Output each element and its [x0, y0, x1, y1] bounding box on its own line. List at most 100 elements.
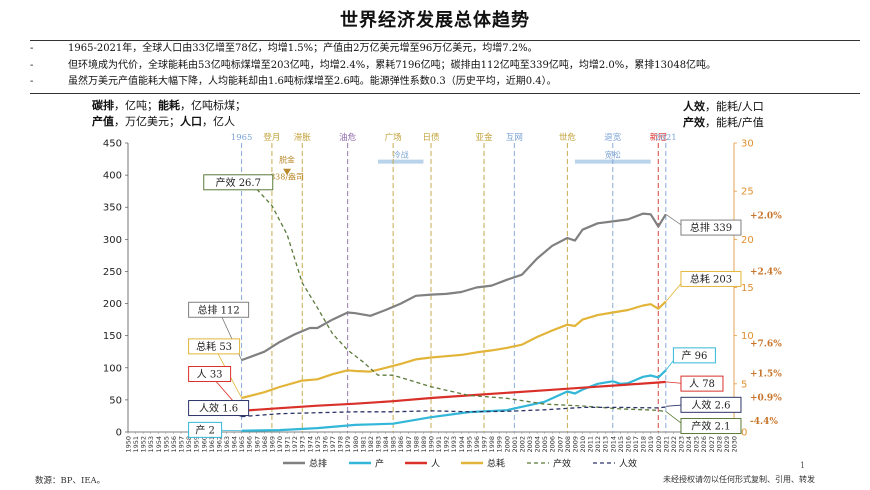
- legend-label: 人: [431, 459, 440, 470]
- year-tick-label: 1990: [428, 436, 436, 453]
- event-label: 1965: [231, 133, 253, 143]
- left-tick-label: 150: [103, 331, 122, 342]
- year-tick-label: 1972: [291, 436, 299, 453]
- right-tick-label: 30: [741, 139, 754, 150]
- year-tick-label: 2013: [602, 436, 610, 453]
- year-tick-label: 1962: [215, 436, 223, 453]
- event-label: 互网: [506, 133, 523, 143]
- callout-box: [203, 174, 274, 191]
- growth-rate-label: +0.9%: [750, 393, 782, 403]
- year-tick-label: 2017: [632, 436, 640, 453]
- bullet-2: - 但环境成为代价，全球能耗由53亿吨标煤增至203亿吨，均增2.4%，累耗719…: [30, 58, 860, 75]
- legend-label: 总排: [309, 458, 327, 470]
- year-tick-label: 1950: [125, 436, 133, 453]
- year-tick-label: 2005: [541, 436, 549, 453]
- year-tick-label: 1995: [465, 436, 473, 453]
- callout-box: [188, 365, 232, 382]
- callout-label: 产 96: [681, 349, 707, 362]
- right-axis-units-line2: 产效，能耗/产值: [683, 116, 764, 129]
- growth-rate-label: +2.0%: [750, 212, 782, 222]
- year-tick-label: 1978: [337, 436, 345, 453]
- year-tick-label: 2030: [731, 436, 739, 453]
- legend-label: 总耗: [487, 458, 505, 470]
- event-label: 日债: [422, 132, 440, 143]
- year-tick-label: 1975: [314, 436, 322, 453]
- callout-label: 人效 2.6: [691, 398, 730, 411]
- growth-rate-label: -4.4%: [750, 417, 778, 427]
- year-tick-label: 1970: [276, 436, 284, 453]
- callout-label: 人 33: [197, 368, 223, 380]
- growth-rate-label: +7.6%: [750, 339, 782, 349]
- legend-label: 人效: [619, 458, 637, 470]
- callout-label: 总耗 53: [196, 340, 232, 353]
- page-number: 1: [800, 461, 806, 470]
- year-tick-label: 2023: [677, 436, 685, 453]
- year-tick-label: 2000: [503, 436, 511, 453]
- year-tick-label: 2011: [587, 436, 595, 453]
- year-tick-label: 1991: [435, 436, 443, 453]
- year-tick-label: 1989: [420, 436, 428, 453]
- year-tick-label: 1958: [185, 436, 193, 453]
- year-tick-label: 2004: [534, 436, 542, 453]
- callout-box: [680, 418, 742, 435]
- bullet-marker: -: [30, 59, 34, 71]
- event-label: 退宽: [604, 132, 622, 143]
- right-tick-label: 10: [741, 331, 754, 342]
- year-tick-label: 2026: [700, 436, 708, 453]
- year-tick-label: 1965: [238, 436, 246, 453]
- callout-label: 人 78: [689, 378, 715, 390]
- year-tick-label: 2003: [526, 436, 534, 453]
- callout-box: [680, 270, 742, 287]
- year-tick-label: 1967: [253, 436, 261, 453]
- year-tick-label: 1976: [321, 436, 329, 453]
- series-line-人: [241, 380, 666, 412]
- bullet-3: - 虽然万美元产值能耗大幅下降，人均能耗却由1.6吨标煤增至2.6吨。能源弹性系数…: [30, 74, 860, 91]
- year-tick-label: 1951: [132, 436, 140, 453]
- left-tick-label: 300: [103, 235, 122, 246]
- year-tick-label: 1984: [382, 436, 390, 453]
- year-tick-label: 1992: [443, 436, 451, 453]
- callout-box: [680, 219, 742, 236]
- year-tick-label: 2002: [518, 436, 526, 453]
- callout-box: [188, 421, 223, 438]
- year-tick-label: 1960: [200, 436, 208, 453]
- period-band: [377, 159, 424, 164]
- year-tick-label: 1986: [397, 436, 405, 453]
- callout-box: [188, 301, 250, 318]
- year-tick-label: 1999: [496, 436, 504, 453]
- callout-box: [680, 375, 724, 392]
- bullet-marker: -: [30, 43, 34, 54]
- right-tick-label: 25: [741, 187, 754, 198]
- left-tick-label: 450: [103, 139, 122, 150]
- series-line-总排: [241, 212, 667, 362]
- left-tick-label: 100: [103, 363, 122, 374]
- callout-box: [680, 396, 742, 413]
- year-tick-label: 1969: [268, 436, 276, 453]
- year-tick-label: 1988: [412, 436, 420, 453]
- year-tick-label: 1977: [329, 436, 337, 453]
- callout-label: 总排 339: [690, 221, 732, 234]
- year-tick-label: 1954: [155, 436, 163, 453]
- annotation-arrow-icon: [283, 168, 292, 176]
- year-tick-label: 1952: [140, 436, 148, 453]
- left-tick-label: 350: [103, 203, 122, 214]
- callout-box: [188, 400, 250, 417]
- year-tick-label: 1955: [162, 436, 170, 453]
- year-tick-label: 2024: [685, 436, 693, 453]
- year-tick-label: 1985: [390, 436, 398, 453]
- source-note: 数源：BP、IEA。: [35, 476, 106, 486]
- callout-label: 总耗 203: [690, 272, 732, 285]
- event-label: 滞胀: [294, 132, 312, 143]
- left-axis-units-line2: 产值，万亿美元；人口，亿人: [92, 115, 235, 128]
- year-tick-label: 1981: [359, 436, 367, 453]
- year-tick-label: 2022: [670, 436, 678, 453]
- left-tick-label: 250: [103, 267, 122, 278]
- year-tick-label: 1971: [284, 436, 292, 453]
- year-tick-label: 1957: [178, 436, 186, 453]
- year-tick-label: 2028: [715, 436, 723, 453]
- year-tick-label: 2008: [564, 436, 572, 453]
- callout-label: 产效 26.7: [216, 176, 261, 189]
- legend-label: 产效: [553, 458, 571, 470]
- year-tick-label: 1968: [261, 436, 269, 453]
